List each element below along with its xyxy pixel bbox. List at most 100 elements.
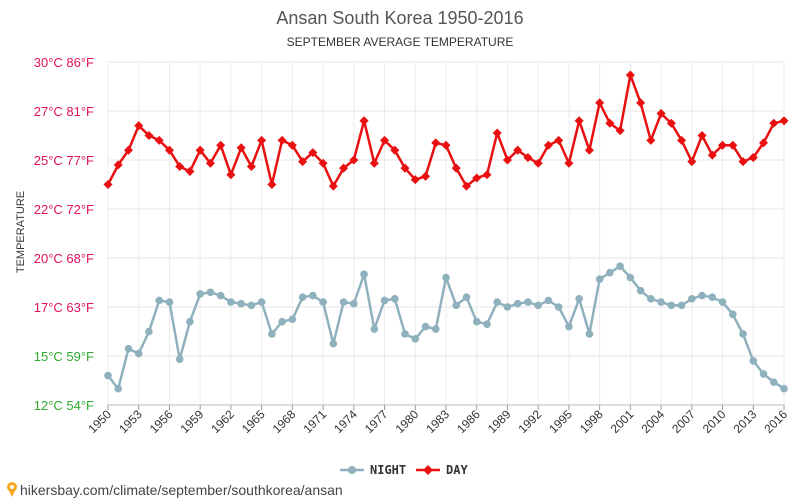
data-point-night[interactable] [247,301,256,310]
data-point-night[interactable] [688,295,696,303]
data-point-day[interactable] [595,98,605,108]
data-point-night[interactable] [483,320,491,328]
data-point-day[interactable] [390,145,400,155]
data-point-night[interactable] [462,293,471,302]
data-point-night[interactable] [739,330,747,338]
data-point-day[interactable] [339,163,349,173]
data-point-night[interactable] [134,349,143,358]
data-point-day[interactable] [748,153,758,163]
data-point-day[interactable] [185,166,195,176]
data-point-day[interactable] [380,135,390,145]
data-point-day[interactable] [482,170,492,180]
data-point-day[interactable] [584,145,594,155]
data-point-day[interactable] [687,157,697,167]
data-point-night[interactable] [268,330,276,338]
data-point-night[interactable] [165,298,174,306]
data-point-day[interactable] [431,138,441,148]
data-point-night[interactable] [104,371,112,380]
data-point-day[interactable] [441,140,451,150]
data-point-night[interactable] [380,296,389,305]
data-point-day[interactable] [123,145,134,155]
data-point-night[interactable] [175,355,184,364]
data-point-night[interactable] [769,378,778,386]
data-point-day[interactable] [359,116,369,126]
data-point-night[interactable] [575,295,583,303]
data-point-day[interactable] [257,135,267,145]
data-point-night[interactable] [616,262,624,270]
footer-link[interactable]: hikersbay.com/climate/september/southkor… [7,482,343,498]
data-point-day[interactable] [267,179,277,190]
data-point-night[interactable] [472,317,481,326]
data-point-day[interactable] [144,130,154,141]
data-point-night[interactable] [698,291,706,300]
data-point-night[interactable] [636,286,645,295]
data-point-night[interactable] [114,384,123,393]
data-point-night[interactable] [216,291,225,300]
data-point-day[interactable] [574,116,584,126]
data-point-day[interactable] [656,108,666,118]
data-point-night[interactable] [452,301,461,310]
data-point-night[interactable] [309,291,317,300]
data-point-night[interactable] [718,298,727,306]
data-point-day[interactable] [226,170,236,180]
data-point-night[interactable] [411,335,420,343]
data-point-night[interactable] [298,293,307,302]
data-point-day[interactable] [779,116,789,126]
data-point-night[interactable] [370,325,379,333]
data-point-night[interactable] [155,296,164,305]
data-point-day[interactable] [246,162,256,172]
data-point-day[interactable] [113,160,123,170]
data-point-night[interactable] [339,298,348,306]
data-point-day[interactable] [134,121,144,131]
data-point-night[interactable] [759,370,768,378]
data-point-night[interactable] [657,298,665,306]
data-point-day[interactable] [298,157,308,167]
data-point-day[interactable] [164,145,174,155]
data-point-night[interactable] [749,357,758,365]
data-point-day[interactable] [349,155,359,165]
legend-item-day[interactable]: DAY [416,463,468,477]
data-point-night[interactable] [319,298,327,306]
data-point-night[interactable] [145,327,153,336]
data-point-night[interactable] [677,301,686,310]
data-point-night[interactable] [401,330,409,338]
data-point-night[interactable] [278,317,286,326]
data-point-night[interactable] [421,322,430,331]
data-point-night[interactable] [667,301,676,310]
data-point-day[interactable] [646,135,656,145]
data-point-day[interactable] [697,130,707,141]
data-point-day[interactable] [492,128,502,138]
data-point-night[interactable] [237,299,245,308]
data-point-night[interactable] [288,315,297,324]
data-point-day[interactable] [769,118,779,128]
data-point-night[interactable] [585,330,594,338]
data-point-night[interactable] [554,303,563,311]
data-point-night[interactable] [565,322,573,331]
data-point-night[interactable] [493,298,502,306]
data-point-night[interactable] [442,273,450,282]
data-point-night[interactable] [390,295,399,303]
data-point-night[interactable] [524,298,532,306]
data-point-night[interactable] [626,273,635,282]
data-point-day[interactable] [308,148,318,158]
data-point-night[interactable] [708,293,717,302]
data-point-day[interactable] [636,98,646,108]
data-point-day[interactable] [277,135,287,145]
data-point-day[interactable] [472,173,482,183]
data-point-night[interactable] [186,317,194,326]
data-point-night[interactable] [595,275,604,284]
data-point-night[interactable] [257,298,266,306]
data-point-night[interactable] [780,384,788,393]
data-point-night[interactable] [206,288,215,297]
data-point-night[interactable] [350,299,358,308]
data-point-night[interactable] [329,339,338,348]
data-point-day[interactable] [554,135,564,145]
data-point-day[interactable] [175,162,185,172]
data-point-night[interactable] [431,325,440,333]
data-point-night[interactable] [227,298,235,306]
data-point-day[interactable] [738,157,748,167]
data-point-day[interactable] [625,70,635,80]
data-point-day[interactable] [103,179,113,190]
data-point-night[interactable] [124,344,133,353]
data-point-night[interactable] [647,295,655,303]
